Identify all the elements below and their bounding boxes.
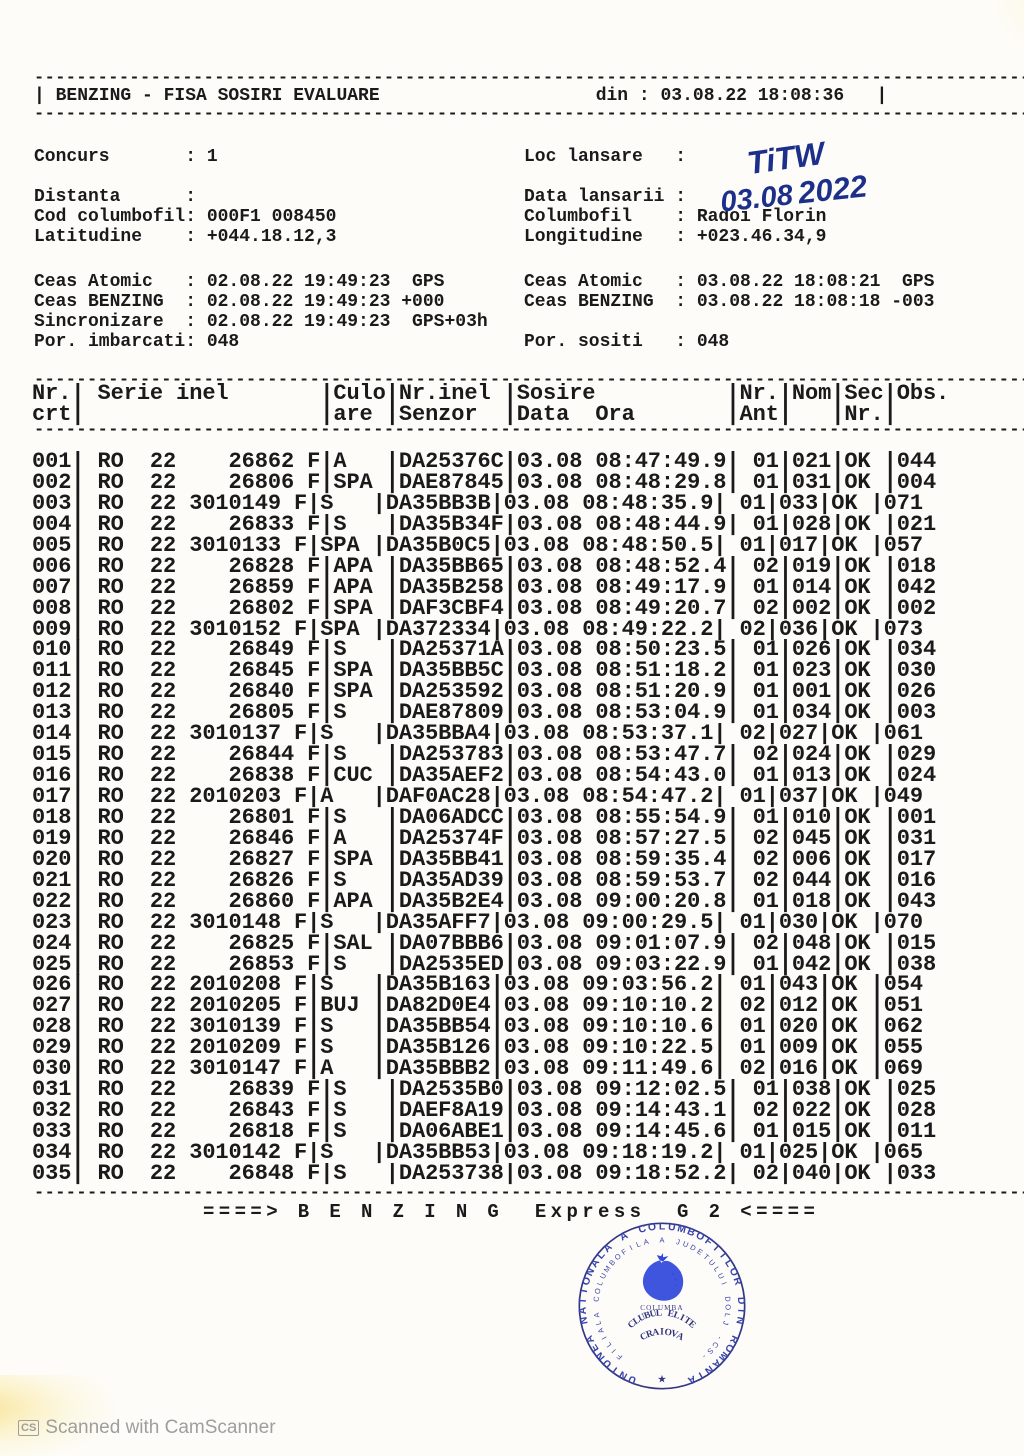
svg-text:I: I [600, 1335, 609, 1341]
svg-text:A: A [660, 1235, 665, 1244]
svg-text:I: I [735, 1309, 746, 1313]
svg-text:-: - [715, 1335, 724, 1342]
svg-text:U: U [716, 1272, 726, 1281]
svg-text:-: - [700, 1352, 708, 1361]
svg-text:F: F [620, 1247, 629, 1257]
svg-text:O: O [724, 1304, 733, 1310]
svg-text:S: S [705, 1346, 715, 1356]
svg-text:U: U [682, 1239, 690, 1249]
svg-text:L: L [604, 1341, 614, 1350]
svg-text:L: L [635, 1239, 642, 1249]
svg-text:I: I [610, 1347, 618, 1355]
svg-text:L: L [723, 1313, 732, 1318]
svg-text:N: N [618, 1368, 630, 1381]
svg-text:I: I [579, 1288, 590, 1293]
svg-text:A: A [643, 1237, 650, 1247]
svg-text:U: U [667, 1222, 676, 1234]
svg-text:I: I [720, 1281, 729, 1286]
svg-text:L: L [595, 1280, 605, 1287]
svg-text:C: C [592, 1295, 602, 1302]
svg-text:N: N [733, 1316, 745, 1325]
svg-text:I: I [611, 1364, 620, 1375]
svg-text:T: T [578, 1297, 589, 1305]
svg-text:I: I [711, 1243, 721, 1253]
svg-text:A: A [602, 1242, 615, 1255]
svg-text:D: D [723, 1296, 733, 1302]
svg-text:U: U [707, 1258, 717, 1268]
svg-text:★: ★ [657, 1374, 667, 1385]
svg-text:F: F [702, 1236, 714, 1249]
svg-text:L: L [659, 1222, 666, 1233]
svg-text:L: L [593, 1320, 603, 1326]
svg-text:J: J [675, 1237, 681, 1247]
svg-text:O: O [593, 1287, 603, 1295]
svg-text:A: A [578, 1306, 589, 1315]
svg-text:D: D [735, 1297, 747, 1306]
svg-text:I: I [717, 1251, 727, 1260]
svg-text:A: A [652, 1328, 661, 1339]
svg-text:L: L [712, 1265, 722, 1273]
svg-text:L: L [656, 1308, 663, 1318]
svg-text:A: A [686, 1373, 698, 1386]
svg-text:A: A [592, 1312, 602, 1318]
svg-text:O: O [647, 1222, 656, 1234]
svg-text:I: I [628, 1243, 634, 1252]
svg-text:A: A [618, 1230, 630, 1243]
svg-text:A: A [584, 1333, 597, 1345]
svg-text:A: A [596, 1327, 606, 1335]
svg-text:J: J [721, 1320, 731, 1326]
svg-text:F: F [615, 1351, 625, 1361]
